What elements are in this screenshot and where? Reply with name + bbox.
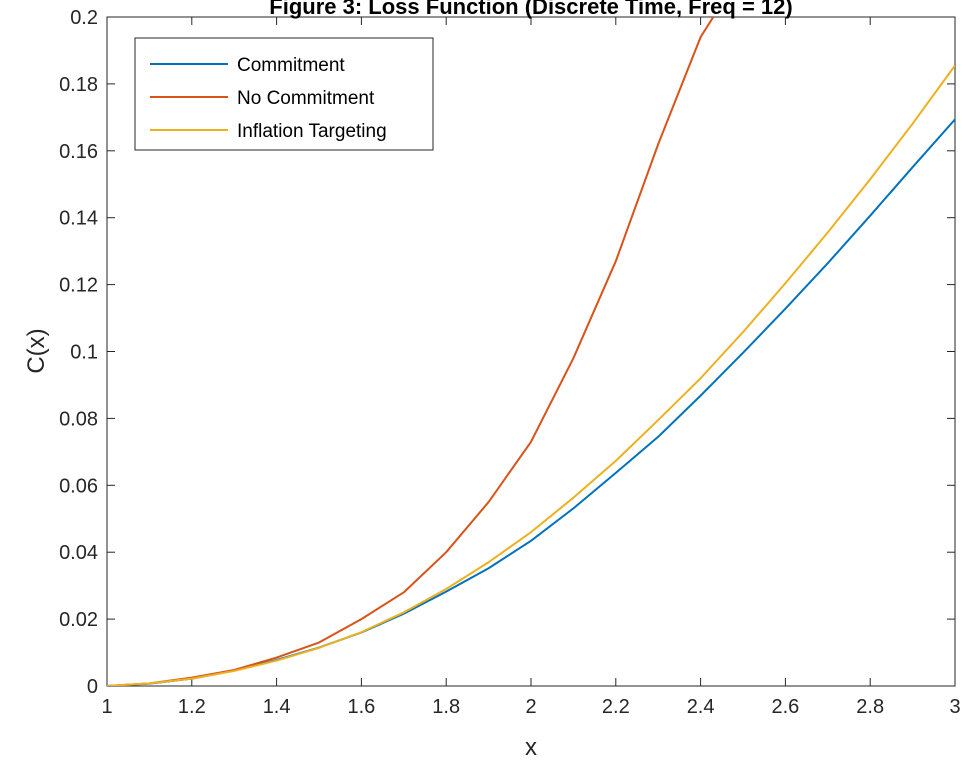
legend-label-no-commitment: No Commitment — [237, 88, 375, 109]
x-tick-label: 1 — [101, 696, 112, 718]
legend-box — [134, 37, 434, 151]
y-tick-label: 0.08 — [59, 408, 98, 430]
x-tick-label: 1.6 — [347, 696, 375, 718]
x-tick-label: 2.8 — [856, 696, 884, 718]
x-axis-title: x — [525, 734, 537, 761]
y-tick-label: 0.02 — [59, 609, 98, 631]
x-tick-label: 1.8 — [432, 696, 460, 718]
y-tick-label: 0.06 — [59, 475, 98, 497]
chart-title: Figure 3: Loss Function (Discrete Time, … — [269, 0, 792, 19]
x-tick-label: 1.4 — [263, 696, 291, 718]
y-tick-label: 0.14 — [59, 208, 98, 230]
series-line-inflation-targeting — [107, 64, 955, 686]
y-tick-label: 0.1 — [70, 342, 98, 364]
x-tick-label: 1.2 — [178, 696, 206, 718]
x-tick-label: 2.6 — [771, 696, 799, 718]
y-tick-label: 0.18 — [59, 74, 98, 96]
y-tick-label: 0.12 — [59, 275, 98, 297]
ticks-layer: 1 1.2 1.4 1.6 1.8 2 2.2 2.4 2.6 2.8 3 0 0.02 0.04 0.06… — [59, 7, 961, 718]
y-tick-label: 0.2 — [70, 7, 98, 29]
legend-label-commitment: Commitment — [237, 55, 345, 76]
y-tick-label: 0 — [87, 676, 98, 698]
y-axis-title: C(x) — [23, 328, 50, 373]
x-tick-label: 3 — [949, 696, 960, 718]
x-tick-label: 2.2 — [602, 696, 630, 718]
legend: Commitment No Commitment Inflation Targe… — [134, 37, 434, 151]
series-layer — [107, 17, 955, 686]
x-tick-label: 2 — [525, 696, 536, 718]
y-tick-label: 0.16 — [59, 141, 98, 163]
x-tick-label: 2.4 — [687, 696, 715, 718]
legend-label-inflation-targeting: Inflation Targeting — [237, 121, 387, 142]
y-tick-label: 0.04 — [59, 542, 98, 564]
